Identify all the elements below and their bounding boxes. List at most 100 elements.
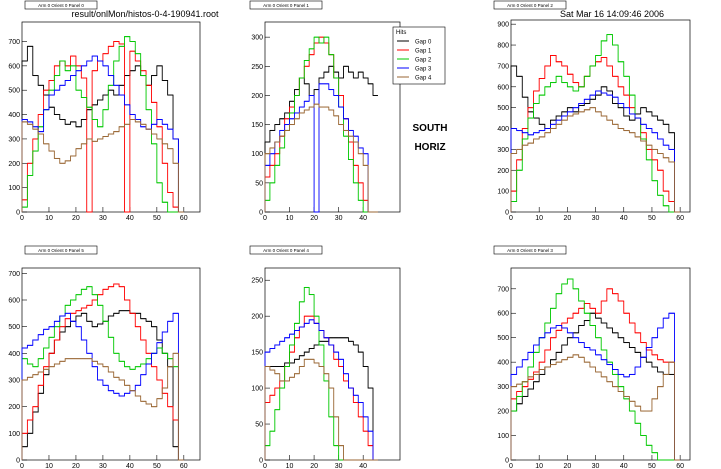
step-connector — [264, 319, 378, 461]
x-tick-label: 30 — [99, 463, 107, 469]
histogram-series — [21, 312, 184, 461]
x-tick-label: 10 — [286, 215, 294, 222]
x-tick-label: 40 — [359, 463, 367, 469]
y-tick-label: 0 — [16, 210, 20, 217]
histogram-series — [264, 83, 378, 213]
annotation: HORIZ — [414, 142, 445, 153]
y-tick-label: 100 — [497, 433, 509, 440]
histogram-series — [21, 118, 184, 213]
y-tick-label: 200 — [8, 161, 20, 168]
y-tick-label: 400 — [8, 351, 20, 358]
panel-title: Arm 0 Orient 0 Panel 1 — [263, 3, 309, 8]
y-tick-label: 500 — [497, 105, 509, 112]
y-tick-label: 600 — [8, 63, 20, 70]
y-tick-label: 700 — [8, 39, 20, 46]
legend-label: Gap 2 — [415, 58, 432, 64]
y-tick-label: 50 — [255, 180, 263, 187]
legend-label: Gap 4 — [415, 76, 432, 82]
step-connector — [264, 358, 378, 461]
legend-label: Gap 1 — [415, 49, 432, 55]
panel-title: Arm 0 Orient 0 Panel 4 — [263, 248, 309, 253]
legend-box — [392, 26, 446, 85]
histogram-series — [510, 65, 681, 213]
histogram-series — [510, 90, 681, 213]
plot-frame — [510, 267, 691, 461]
y-tick-label: 600 — [8, 298, 20, 305]
file-name: result/onlMon/histos-0-4-190941.root — [71, 9, 219, 19]
y-tick-label: 100 — [8, 185, 20, 192]
x-tick-label: 30 — [335, 463, 343, 469]
x-tick-label: 40 — [620, 215, 628, 222]
y-tick-label: 300 — [8, 378, 20, 385]
histogram-series — [264, 358, 378, 461]
x-tick-label: 50 — [153, 215, 161, 222]
y-tick-label: 250 — [251, 278, 263, 285]
x-tick-label: 60 — [676, 215, 684, 222]
y-tick-label: 900 — [497, 22, 509, 29]
x-tick-label: 50 — [153, 463, 161, 469]
histogram-series — [510, 312, 681, 461]
step-connector — [264, 36, 378, 213]
panel-title-box — [493, 0, 567, 10]
histogram-series — [264, 103, 378, 213]
x-tick-label: 20 — [310, 215, 318, 222]
legend-label: Gap 3 — [415, 67, 432, 73]
step-connector — [21, 310, 184, 461]
x-tick-label: 30 — [99, 215, 107, 222]
step-connector — [510, 312, 681, 461]
histogram-series — [510, 107, 681, 213]
x-tick-label: 30 — [592, 215, 600, 222]
x-tick-label: 0 — [509, 463, 513, 469]
y-tick-label: 500 — [8, 324, 20, 331]
x-tick-label: 60 — [180, 215, 188, 222]
y-tick-label: 300 — [497, 384, 509, 391]
y-tick-label: 200 — [251, 314, 263, 321]
y-tick-label: 0 — [259, 458, 263, 465]
x-tick-label: 40 — [126, 463, 134, 469]
y-tick-label: 400 — [497, 360, 509, 367]
x-tick-label: 0 — [20, 463, 24, 469]
y-tick-label: 0 — [259, 210, 263, 217]
legend-label: Gap 0 — [415, 40, 432, 46]
y-tick-label: 300 — [251, 35, 263, 42]
x-tick-label: 10 — [286, 463, 294, 469]
step-connector — [21, 312, 184, 461]
step-connector — [510, 90, 681, 213]
histogram-series — [510, 288, 681, 461]
panel-title: Arm 0 Orient 0 Panel 3 — [507, 248, 553, 253]
y-tick-label: 500 — [8, 88, 20, 95]
y-tick-label: 200 — [497, 168, 509, 175]
y-tick-label: 400 — [497, 126, 509, 133]
histogram-series — [21, 352, 184, 461]
x-tick-label: 0 — [509, 215, 513, 222]
panel-title-box — [249, 245, 323, 255]
panel-title-box — [249, 0, 323, 10]
y-tick-label: 100 — [8, 431, 20, 438]
step-connector — [510, 312, 681, 461]
x-tick-label: 60 — [180, 463, 188, 469]
x-tick-label: 40 — [359, 215, 367, 222]
x-tick-label: 50 — [648, 463, 656, 469]
panel-title: Arm 0 Orient 0 Panel 0 — [38, 3, 84, 8]
panel-title-box — [493, 245, 567, 255]
y-tick-label: 800 — [497, 43, 509, 50]
legend-title: Hits — [396, 30, 406, 36]
x-tick-label: 60 — [676, 463, 684, 469]
y-tick-label: 400 — [8, 112, 20, 119]
y-tick-label: 700 — [8, 271, 20, 278]
x-tick-label: 20 — [563, 463, 571, 469]
step-connector — [264, 103, 378, 213]
x-tick-label: 20 — [72, 215, 80, 222]
x-tick-label: 50 — [648, 215, 656, 222]
y-tick-label: 600 — [497, 311, 509, 318]
panel-title: Arm 0 Orient 0 Panel 5 — [38, 248, 84, 253]
y-tick-label: 0 — [505, 210, 509, 217]
y-tick-label: 200 — [497, 409, 509, 416]
x-tick-label: 40 — [620, 463, 628, 469]
step-connector — [21, 118, 184, 213]
x-tick-label: 20 — [310, 463, 318, 469]
histogram-series — [510, 34, 681, 213]
y-tick-label: 500 — [497, 335, 509, 342]
y-tick-label: 100 — [251, 386, 263, 393]
